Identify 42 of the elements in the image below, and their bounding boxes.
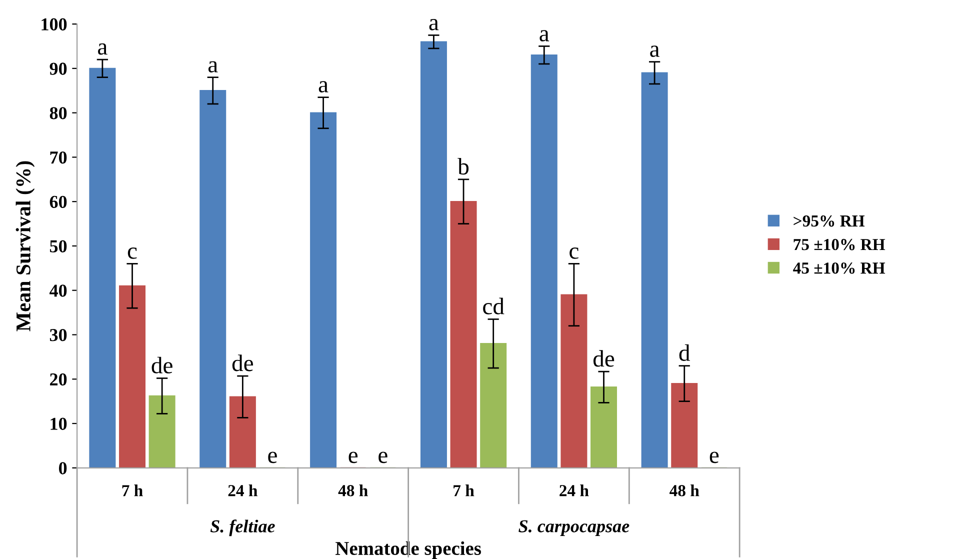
y-tick-label: 70	[50, 151, 67, 164]
y-tick-label: 20	[50, 373, 67, 386]
x-tick-label: 7 h	[454, 484, 474, 496]
data-label: a	[540, 30, 550, 42]
data-label: c	[128, 248, 137, 259]
data-label: a	[650, 46, 660, 57]
data-label: de	[593, 350, 614, 367]
data-label: e	[268, 452, 277, 464]
x-tick-label: 48 h	[338, 484, 368, 496]
data-label: a	[98, 43, 108, 55]
y-tick-label: 40	[50, 284, 67, 297]
x-tick-label: 7 h	[122, 484, 143, 496]
legend-label: 45 ±10% RH	[793, 262, 886, 274]
y-tick-label: 100	[42, 18, 67, 30]
data-label: d	[679, 344, 690, 361]
text: S. carpocapsae	[518, 520, 630, 536]
data-label: a	[429, 19, 439, 30]
data-label: de	[152, 356, 172, 374]
y-tick-label: 80	[50, 107, 67, 120]
y-tick-label: 30	[50, 328, 67, 342]
y-tick-label: 90	[50, 62, 67, 75]
data-label: de	[232, 354, 253, 372]
data-label: c	[570, 248, 578, 259]
data-label: e	[378, 452, 388, 464]
x-tick-label: 48 h	[670, 484, 700, 496]
x-tick-label: 24 h	[560, 484, 589, 496]
y-tick-label: 50	[50, 240, 67, 252]
data-label: e	[710, 452, 719, 464]
text: S. feltiae	[210, 520, 275, 536]
y-axis-title: Mean Survival (%)	[16, 161, 35, 332]
y-tick-label: 0	[58, 462, 67, 474]
x-tick-label: 24 h	[228, 484, 258, 496]
legend-label: 75 ±10% RH	[794, 238, 886, 250]
y-tick-label: 60	[50, 196, 67, 208]
y-tick-label: 10	[50, 418, 67, 430]
data-label: a	[318, 81, 328, 92]
data-label: cd	[483, 298, 504, 314]
data-label: a	[208, 61, 218, 73]
data-label: b	[458, 158, 469, 175]
x-axis-title: Nematode species	[336, 541, 481, 559]
legend-label: >95% RH	[794, 215, 865, 227]
data-label: e	[348, 452, 358, 464]
